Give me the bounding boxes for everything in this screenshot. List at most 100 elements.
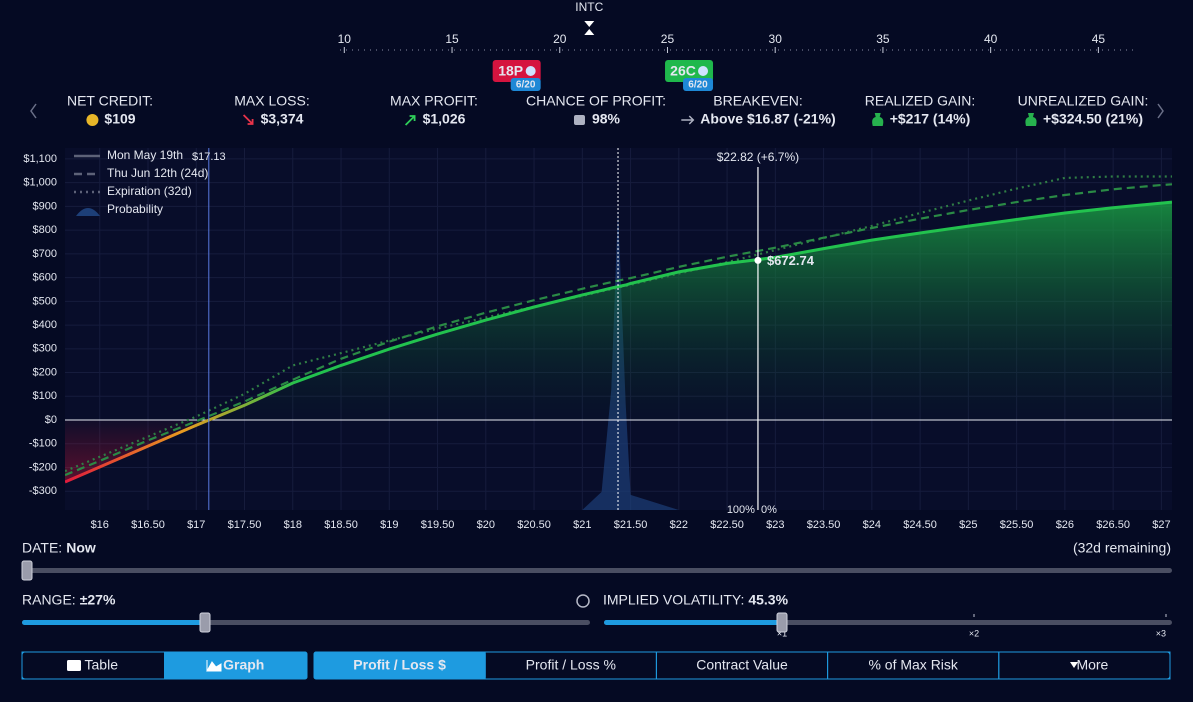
x-tick-label: $18.50 [324, 519, 358, 531]
iv-reset[interactable] [576, 594, 590, 608]
stat-value: 98% [592, 111, 621, 127]
icon-bag [1025, 113, 1037, 126]
stat-label: BREAKEVEN: [713, 93, 802, 109]
expiry-pill [683, 78, 714, 91]
date-handle[interactable] [21, 560, 33, 581]
stat-label: MAX LOSS: [234, 93, 309, 109]
stat-value: $3,374 [261, 111, 304, 127]
ladder-tick-label: 10 [338, 32, 352, 46]
tab-label[interactable]: Contract Value [696, 657, 788, 673]
stat-label: NET CREDIT: [67, 93, 153, 109]
breakeven-label: $17.13 [192, 151, 226, 163]
y-tick-label: $900 [33, 200, 57, 212]
ladder-tick-label: 15 [445, 32, 459, 46]
x-tick-label: $17 [187, 519, 205, 531]
range-handle[interactable] [199, 612, 211, 633]
leg-badge[interactable] [492, 60, 541, 82]
stat-value: +$217 (14%) [890, 111, 971, 127]
x-tick-label: $25 [959, 519, 977, 531]
stat-value: $109 [104, 111, 135, 127]
x-tick-label: $24 [863, 519, 881, 531]
cursor-left-label: 100% [727, 504, 755, 516]
leg-icon [698, 66, 709, 76]
stat-label: UNREALIZED GAIN: [1018, 93, 1149, 109]
x-tick-label: $21 [573, 519, 591, 531]
legend-label[interactable]: Thu Jun 12th (24d) [107, 166, 208, 180]
ladder-symbol: INTC [575, 0, 603, 14]
scroll-right[interactable] [1157, 103, 1164, 119]
range-fill [22, 620, 205, 625]
tab[interactable] [164, 651, 308, 680]
cursor-value: $672.74 [767, 253, 815, 268]
ladder-tick-label: 25 [661, 32, 675, 46]
x-tick-label: $22 [670, 519, 688, 531]
x-tick-label: $20.50 [517, 519, 551, 531]
x-tick-label: $18 [284, 519, 302, 531]
x-tick-label: $25.50 [1000, 519, 1034, 531]
icon-coins [86, 114, 99, 126]
stat-value: $1,026 [423, 111, 466, 127]
tab[interactable] [998, 651, 1171, 680]
tab-label[interactable]: Graph [223, 657, 264, 673]
ladder-tick-label: 35 [876, 32, 890, 46]
x-tick-label: $26.50 [1096, 519, 1130, 531]
control-text: DATE: [22, 540, 62, 556]
leg-badge[interactable] [665, 60, 714, 82]
iv-fill [604, 620, 782, 625]
legend-label[interactable]: Probability [107, 202, 163, 216]
iv-handle[interactable] [776, 612, 788, 633]
icon-dice [573, 115, 585, 125]
y-tick-label: $700 [33, 248, 57, 260]
x-tick-label: $26 [1056, 519, 1074, 531]
y-tick-label: $400 [33, 319, 57, 331]
x-tick-label: $20 [477, 519, 495, 531]
cursor-right-label: 0% [761, 504, 777, 516]
legend-label[interactable]: Mon May 19th [107, 148, 183, 162]
y-tick-label: $800 [33, 224, 57, 236]
tab-label[interactable]: Table [85, 657, 119, 673]
icon-down [242, 114, 254, 125]
scroll-left[interactable] [30, 103, 37, 119]
tab-label[interactable]: % of Max Risk [868, 657, 958, 673]
date-track[interactable] [22, 568, 1172, 573]
tab-label[interactable]: More [1076, 657, 1108, 673]
ladder-tick-label: 40 [984, 32, 998, 46]
control-text: (32d remaining) [1073, 540, 1171, 556]
y-tick-label: $600 [33, 272, 57, 284]
y-tick-label: $0 [45, 414, 57, 426]
x-tick-label: $16.50 [131, 519, 165, 531]
iv-mark-label: ×2 [969, 628, 979, 638]
expiry-pill [510, 78, 541, 91]
stat-label: CHANCE OF PROFIT: [526, 93, 666, 109]
y-tick-label: $200 [33, 366, 57, 378]
x-tick-label: $16 [91, 519, 109, 531]
leg-expiry: 6/20 [516, 80, 536, 91]
y-tick-label: $300 [33, 343, 57, 355]
pnl-area [65, 202, 1172, 482]
ladder-tick-label: 30 [769, 32, 783, 46]
leg-expiry: 6/20 [688, 80, 708, 91]
x-tick-label: $19 [380, 519, 398, 531]
ladder-tick-label: 20 [553, 32, 567, 46]
y-tick-label: $100 [33, 390, 57, 402]
icon-caret [1070, 662, 1078, 668]
cursor-point [754, 256, 762, 264]
stat-label: MAX PROFIT: [390, 93, 478, 109]
x-tick-label: $22.50 [710, 519, 744, 531]
control-text: 45.3% [748, 592, 788, 608]
y-tick-label: -$200 [29, 461, 57, 473]
stat-label: REALIZED GAIN: [865, 93, 975, 109]
icon-bag [872, 113, 884, 126]
leg-label: 18P [498, 63, 523, 79]
y-tick-label: -$100 [29, 438, 57, 450]
leg-icon [525, 66, 536, 76]
x-tick-label: $21.50 [614, 519, 648, 531]
control-text: RANGE: [22, 592, 76, 608]
tab-label[interactable]: Profit / Loss $ [353, 657, 446, 673]
stat-value: +$324.50 (21%) [1043, 111, 1143, 127]
control-text: ±27% [80, 592, 116, 608]
tab-label[interactable]: Profit / Loss % [526, 657, 616, 673]
cursor-label: $22.82 (+6.7%) [717, 150, 799, 164]
legend-label[interactable]: Expiration (32d) [107, 184, 192, 198]
